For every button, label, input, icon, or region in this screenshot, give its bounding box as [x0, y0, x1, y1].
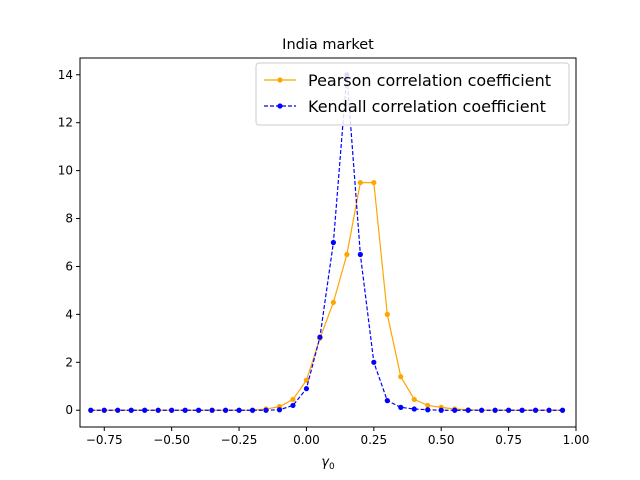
series-line-0 [90, 182, 563, 411]
data-point-0 [357, 179, 363, 186]
data-point-1 [398, 404, 404, 410]
data-point-1 [128, 407, 134, 413]
x-tick-label: 1.00 [563, 433, 590, 447]
data-point-0 [411, 396, 417, 403]
data-point-0 [290, 396, 296, 403]
y-tick-label: 10 [58, 164, 73, 178]
data-point-1 [249, 407, 256, 413]
data-point-1 [263, 407, 269, 413]
data-point-1 [506, 407, 512, 413]
legend-label: Pearson correlation coefficient [308, 71, 551, 90]
axes-group [79, 57, 577, 428]
data-point-1 [438, 407, 444, 413]
y-tick-label: 4 [65, 307, 73, 321]
data-point-0 [384, 311, 390, 317]
data-point-1 [519, 407, 525, 413]
data-point-1 [425, 407, 431, 413]
y-tick-label: 2 [65, 355, 73, 369]
y-tick-label: 8 [65, 212, 73, 226]
legend: Pearson correlation coefficient Kendall c… [255, 62, 570, 126]
data-point-1 [465, 407, 471, 413]
x-tick-label: −0.75 [86, 433, 123, 447]
data-point-0 [398, 374, 404, 380]
data-point-1 [169, 407, 175, 413]
data-point-1 [209, 407, 215, 413]
x-tick-label: −0.50 [153, 433, 190, 447]
data-point-1 [371, 359, 377, 365]
data-point-1 [182, 407, 188, 413]
data-point-1 [330, 239, 336, 246]
data-point-1 [290, 402, 296, 409]
y-tick-label: 12 [58, 116, 73, 130]
ticks-group: −0.75 −0.50 −0.25 0.00 0.25 0.50 0.75 1.00 0 2 4 6 8… [58, 68, 590, 447]
data-point-1 [384, 398, 390, 404]
data-point-1 [236, 407, 242, 413]
data-point-1 [155, 407, 161, 413]
data-point-1 [532, 407, 539, 413]
legend-swatch-marker [277, 77, 283, 83]
data-point-1 [101, 407, 107, 413]
data-point-1 [479, 407, 485, 413]
data-point-1 [492, 407, 498, 413]
data-point-1 [546, 407, 552, 413]
data-point-1 [452, 407, 458, 413]
data-point-0 [330, 299, 336, 306]
y-tick-label: 14 [58, 68, 73, 82]
x-tick-label: 0.00 [293, 433, 320, 447]
data-point-0 [371, 179, 377, 186]
x-tick-label: −0.25 [221, 433, 258, 447]
data-point-1 [142, 407, 148, 413]
y-tick-label: 6 [65, 259, 73, 273]
data-point-1 [357, 251, 363, 258]
legend-box [255, 62, 570, 126]
x-axis-label-subscript: 0 [329, 462, 335, 472]
x-axis-label: γ0 [321, 455, 335, 472]
y-tick-label: 0 [65, 403, 73, 417]
data-point-1 [303, 386, 310, 392]
legend-swatch-marker [277, 103, 283, 109]
chart-title: India market [282, 37, 374, 53]
data-point-1 [559, 407, 566, 413]
data-point-1 [411, 406, 417, 412]
x-axis-label-main: γ [321, 455, 330, 470]
data-point-0 [344, 251, 350, 258]
x-tick-label: 0.50 [428, 433, 455, 447]
series-group [88, 72, 566, 413]
data-point-1 [115, 407, 121, 413]
data-point-1 [317, 334, 323, 340]
data-point-0 [425, 402, 431, 409]
data-point-1 [196, 407, 202, 413]
plot-frame [79, 57, 577, 428]
x-tick-label: 0.25 [360, 433, 387, 447]
legend-label: Kendall correlation coefficient [308, 97, 546, 116]
data-point-1 [88, 407, 94, 413]
x-tick-label: 0.75 [495, 433, 522, 447]
data-point-1 [276, 407, 283, 413]
data-point-1 [222, 407, 229, 413]
